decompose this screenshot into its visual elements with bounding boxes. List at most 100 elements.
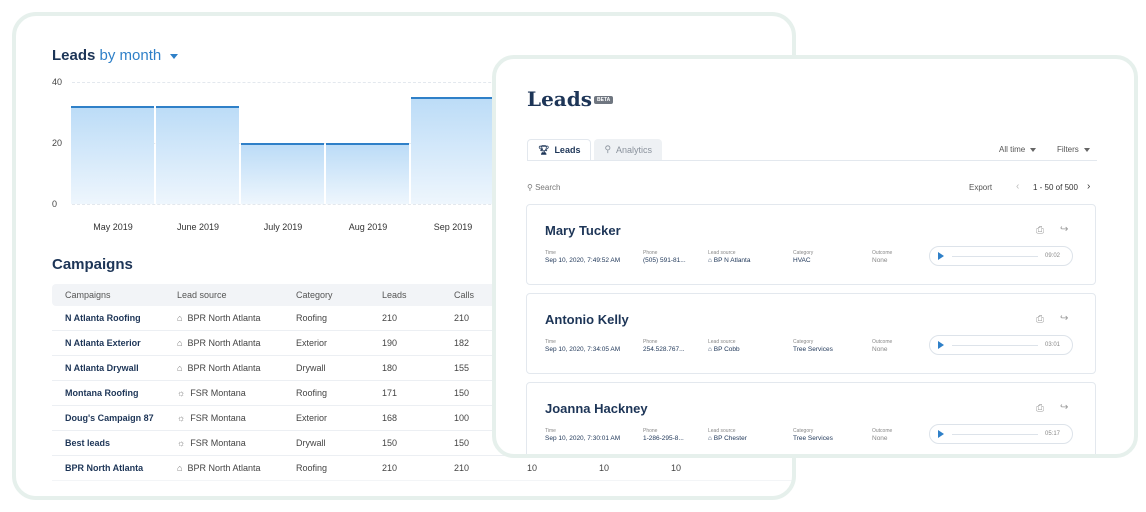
search-input[interactable]: ⚲ Search	[527, 183, 560, 192]
search-placeholder: Search	[535, 183, 561, 192]
chart-bar[interactable]	[241, 143, 324, 204]
column-header[interactable]: Calls	[454, 290, 475, 300]
audio-player[interactable]: 03:01	[929, 335, 1073, 355]
category-cell: Exterior	[296, 413, 328, 423]
gridline	[72, 82, 792, 83]
x-tick-label: Sep 2019	[433, 222, 473, 232]
lead-source: BPR North Atlanta	[187, 313, 261, 323]
chart-title-dropdown[interactable]: Leads by month	[52, 47, 179, 64]
campaign-name[interactable]: N Atlanta Drywall	[65, 363, 139, 373]
table-row[interactable]: Montana Roofing ☼ FSR Montana Roofing 171 150	[52, 381, 792, 406]
campaign-name[interactable]: Montana Roofing	[65, 388, 139, 398]
metric-cell: 10	[599, 463, 610, 473]
campaign-name[interactable]: Best leads	[65, 438, 111, 448]
chart-period-selector[interactable]: by month	[99, 47, 162, 64]
play-icon[interactable]	[938, 252, 944, 260]
field-label: Time	[545, 428, 556, 434]
lead-name[interactable]: Joanna Hackney	[545, 401, 648, 416]
lead-source: FSR Montana	[190, 413, 246, 423]
building-icon: ⌂	[177, 313, 183, 323]
printer-icon[interactable]: ⎙	[1036, 225, 1044, 236]
audio-progress-track[interactable]	[952, 256, 1038, 257]
lead-card[interactable]: Antonio Kelly Time Sep 10, 2020, 7:34:05 A…	[526, 293, 1096, 374]
table-row[interactable]: N Atlanta Exterior ⌂ BPR North Atlanta Exte…	[52, 331, 792, 356]
lead-name[interactable]: Mary Tucker	[545, 223, 621, 238]
field-label: Phone	[643, 250, 658, 256]
printer-icon[interactable]: ⎙	[1036, 403, 1044, 414]
tab-leads[interactable]: 🏆︎ Leads	[527, 139, 592, 160]
lead-source-cell: ⌂ BPR North Atlanta	[177, 313, 296, 323]
leads-cell: 180	[382, 363, 398, 373]
share-icon[interactable]: ↪	[1060, 313, 1069, 324]
tab-label: Analytics	[616, 144, 653, 155]
campaign-name[interactable]: N Atlanta Roofing	[65, 313, 141, 323]
audio-player[interactable]: 09:02	[929, 246, 1073, 266]
x-tick-label: May 2019	[93, 222, 133, 232]
time-filter-label: All time	[999, 145, 1026, 154]
audio-player[interactable]: 05:17	[929, 424, 1073, 444]
printer-icon[interactable]: ⎙	[1036, 314, 1044, 325]
category-cell: Roofing	[296, 313, 328, 323]
y-tick-label: 40	[52, 77, 63, 87]
chart-bar[interactable]	[326, 143, 409, 204]
campaign-name[interactable]: N Atlanta Exterior	[65, 338, 141, 348]
play-icon[interactable]	[938, 430, 944, 438]
chevron-down-icon[interactable]	[170, 53, 179, 59]
field-value: None	[872, 435, 888, 442]
field-value: Sep 10, 2020, 7:30:01 AM	[545, 435, 621, 442]
audio-progress-track[interactable]	[952, 434, 1038, 435]
calls-cell: 100	[454, 413, 470, 423]
lead-field-source: Lead source ⌂ BP Chester	[708, 428, 747, 442]
building-icon: ⌂	[177, 338, 183, 348]
column-header[interactable]: Leads	[382, 290, 407, 300]
export-button[interactable]: Export	[969, 183, 993, 192]
category-cell: Roofing	[296, 388, 328, 398]
column-header[interactable]: Lead source	[177, 290, 227, 300]
share-icon[interactable]: ↪	[1060, 224, 1069, 235]
lead-source: FSR Montana	[190, 388, 246, 398]
chevron-right-icon[interactable]: ›	[1087, 181, 1091, 192]
chart-bar[interactable]	[411, 97, 494, 204]
audio-progress-track[interactable]	[952, 345, 1038, 346]
share-icon[interactable]: ↪	[1060, 402, 1069, 413]
table-row[interactable]: N Atlanta Roofing ⌂ BPR North Atlanta Roofi…	[52, 306, 792, 331]
campaign-name[interactable]: Doug's Campaign 87	[65, 413, 154, 423]
leads-cell: 171	[382, 388, 398, 398]
column-header[interactable]: Category	[296, 290, 333, 300]
field-label: Time	[545, 339, 556, 345]
analytics-icon: ⚲	[604, 144, 612, 154]
tab-analytics[interactable]: ⚲ Analytics	[594, 139, 663, 160]
table-row[interactable]: Doug's Campaign 87 ☼ FSR Montana Exterior 16…	[52, 406, 792, 431]
lead-field-time: Time Sep 10, 2020, 7:34:05 AM	[545, 339, 620, 353]
lead-field-source: Lead source ⌂ BP Cobb	[708, 339, 740, 353]
field-value: ⌂ BP Cobb	[708, 346, 740, 353]
field-value: HVAC	[793, 257, 811, 264]
lead-source-cell: ⌂ BPR North Atlanta	[177, 363, 296, 373]
chart-bar[interactable]	[156, 106, 239, 204]
field-label: Category	[793, 250, 814, 256]
category-cell: Drywall	[296, 438, 326, 448]
chart-bar[interactable]	[71, 106, 154, 204]
field-label: Category	[793, 339, 814, 345]
time-filter-dropdown[interactable]: All time	[999, 145, 1037, 154]
y-tick-label: 0	[52, 199, 58, 209]
campaign-name[interactable]: BPR North Atlanta	[65, 463, 144, 473]
lead-card[interactable]: Joanna Hackney Time Sep 10, 2020, 7:30:01 …	[526, 382, 1096, 454]
field-label: Phone	[643, 428, 658, 434]
filters-dropdown[interactable]: Filters	[1057, 145, 1090, 154]
table-row[interactable]: N Atlanta Drywall ⌂ BPR North Atlanta Drywa…	[52, 356, 792, 381]
field-label: Lead source	[708, 250, 736, 256]
chevron-left-icon[interactable]: ‹	[1016, 181, 1020, 192]
lead-source-cell: ☼ FSR Montana	[177, 413, 296, 423]
lead-name[interactable]: Antonio Kelly	[545, 312, 629, 327]
play-icon[interactable]	[938, 341, 944, 349]
lead-card[interactable]: Mary Tucker Time Sep 10, 2020, 7:49:52 AM P…	[526, 204, 1096, 285]
campaigns-title: Campaigns	[52, 256, 133, 273]
lead-field-phone: Phone 1-286-295-8...	[643, 428, 684, 442]
building-icon: ⌂	[708, 435, 714, 442]
fade-overlay	[16, 472, 792, 496]
field-value: ⌂ BP Chester	[708, 435, 747, 442]
table-row[interactable]: Best leads ☼ FSR Montana Drywall 150 150	[52, 431, 792, 456]
column-header[interactable]: Campaigns	[65, 290, 111, 300]
x-tick-label: June 2019	[176, 222, 220, 232]
